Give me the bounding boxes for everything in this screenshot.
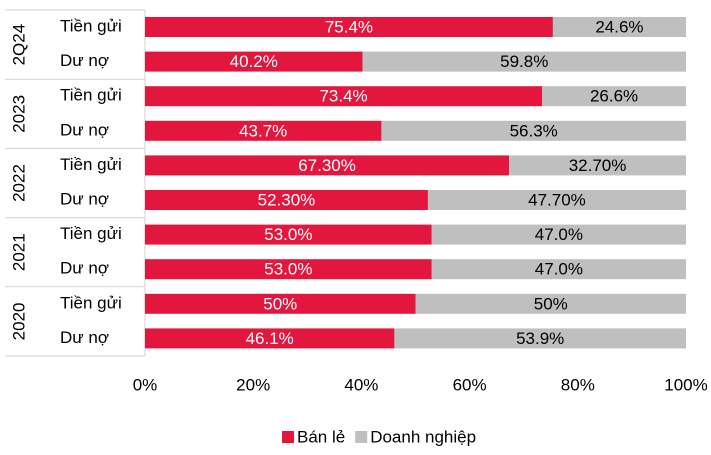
category-label: Dư nợ <box>60 189 109 208</box>
bar-segment <box>362 51 686 72</box>
value-label: 53.0% <box>264 225 312 244</box>
group-label: 2023 <box>9 95 28 133</box>
bar-segment <box>145 51 363 72</box>
category-label: Tiền gửi <box>60 155 122 174</box>
value-label: 32.70% <box>569 156 627 175</box>
bar-segment <box>542 86 686 107</box>
bar-segment <box>381 120 686 141</box>
value-label: 52.30% <box>258 190 316 209</box>
legend-label: Bán lẻ <box>297 427 345 446</box>
value-label: 47.0% <box>535 260 583 279</box>
category-label: Dư nợ <box>60 328 109 347</box>
x-tick-label: 0% <box>133 375 158 394</box>
value-label: 59.8% <box>500 52 548 71</box>
value-label: 43.7% <box>239 121 287 140</box>
bar-segment <box>145 190 428 210</box>
value-label: 47.0% <box>535 225 583 244</box>
category-label: Tiền gửi <box>60 16 122 35</box>
category-label: Tiền gửi <box>60 86 122 105</box>
bar-segment <box>145 155 510 176</box>
x-tick-label: 20% <box>236 375 270 394</box>
x-tick-label: 100% <box>664 375 707 394</box>
group-label: 2022 <box>9 164 28 202</box>
bar-segment <box>431 259 686 280</box>
group-label: 2020 <box>9 302 28 340</box>
bar-segment <box>427 190 686 210</box>
legend-swatch <box>282 431 294 443</box>
value-label: 53.9% <box>516 329 564 348</box>
value-label: 24.6% <box>595 17 643 36</box>
bar-segment <box>145 86 543 107</box>
bar-segment <box>145 293 416 314</box>
category-label: Dư nợ <box>60 120 109 139</box>
x-tick-label: 60% <box>453 375 487 394</box>
value-label: 47.70% <box>528 190 586 209</box>
bar-segment <box>509 155 686 176</box>
x-tick-label: 40% <box>344 375 378 394</box>
group-label: 2Q24 <box>9 24 28 66</box>
value-label: 46.1% <box>246 329 294 348</box>
value-label: 50% <box>263 294 297 313</box>
bar-segment <box>552 17 686 37</box>
value-label: 73.4% <box>319 87 367 106</box>
legend-label: Doanh nghiệp <box>370 427 476 446</box>
value-label: 40.2% <box>230 52 278 71</box>
value-label: 26.6% <box>590 87 638 106</box>
value-label: 50% <box>534 294 568 313</box>
bar-segment <box>145 120 382 141</box>
bar-segment <box>431 224 686 245</box>
legend-swatch <box>355 431 368 443</box>
bar-segment <box>415 293 686 314</box>
bar-segment <box>145 328 395 349</box>
bar-segment <box>145 17 553 37</box>
category-label: Dư nợ <box>60 51 109 70</box>
group-label: 2021 <box>9 233 28 271</box>
bar-segment <box>394 328 686 349</box>
category-label: Tiền gửi <box>60 224 122 243</box>
value-label: 53.0% <box>264 260 312 279</box>
value-label: 56.3% <box>510 121 558 140</box>
category-label: Dư nợ <box>60 259 109 278</box>
category-label: Tiền gửi <box>60 293 122 312</box>
bar-segment <box>145 224 432 245</box>
value-label: 67.30% <box>298 156 356 175</box>
value-label: 75.4% <box>325 17 373 36</box>
bar-segment <box>145 259 432 280</box>
x-tick-label: 80% <box>561 375 595 394</box>
